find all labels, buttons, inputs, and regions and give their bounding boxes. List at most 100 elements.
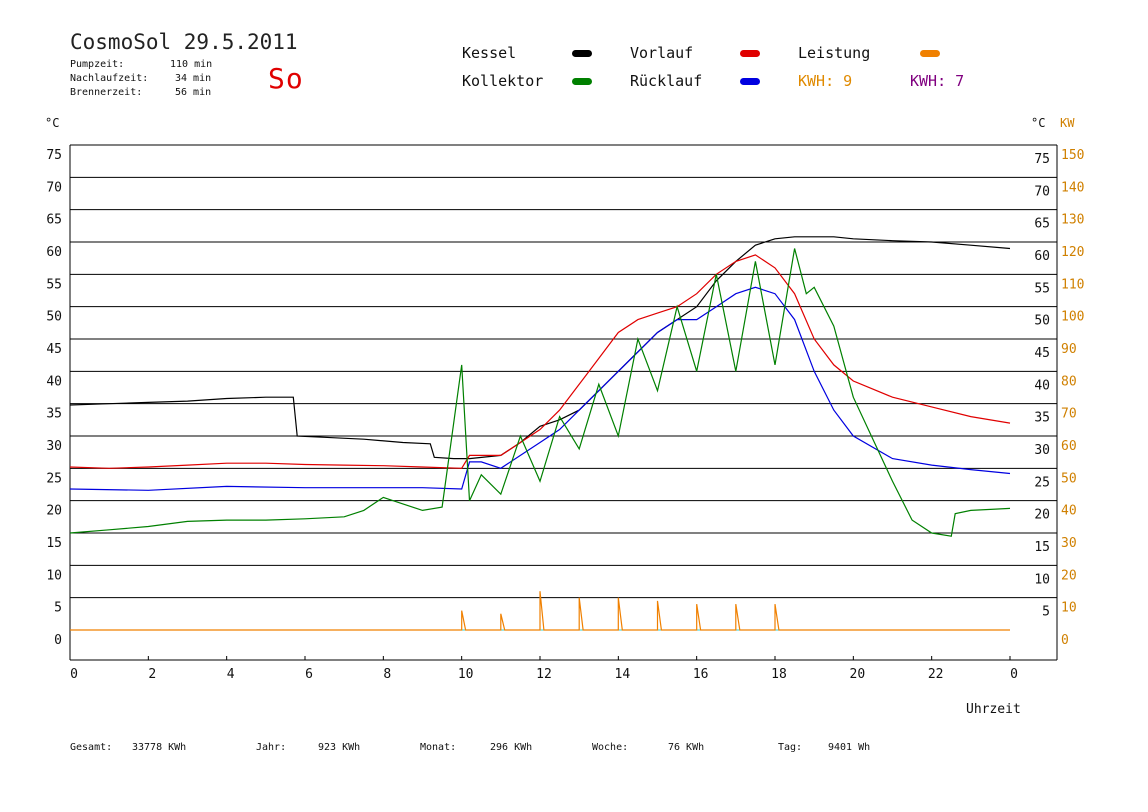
x-tick-label: 10: [458, 667, 474, 682]
legend-leistung-swatch: [920, 50, 940, 57]
y-tick-label-kw: 90: [1061, 342, 1077, 357]
y-tick-label-kw: 60: [1061, 439, 1077, 454]
footer-total-value: 33778 KWh: [132, 742, 187, 753]
legend-kessel-swatch: [572, 50, 592, 57]
x-tick-label: 18: [771, 667, 787, 682]
y-tick-label-left: 55: [46, 277, 62, 292]
y-tick-label-kw: 80: [1061, 374, 1077, 389]
kwh-purple: KWH: 7: [910, 72, 965, 90]
y-tick-label-left: 15: [46, 536, 62, 551]
pump-time-value: 110 min: [170, 59, 213, 70]
series-rücklauf: [69, 286, 1011, 491]
legend-leistung: Leistung: [798, 44, 871, 62]
legend-kollektor: Kollektor: [462, 72, 544, 90]
legend-ruecklauf: Rücklauf: [630, 72, 703, 90]
afterrun-time-label: Nachlaufzeit:: [70, 73, 149, 84]
y-tick-label-left: 75: [46, 148, 62, 163]
left-axis-unit: °C: [45, 116, 60, 130]
y-tick-label-right: 65: [1034, 217, 1050, 232]
x-tick-label: 0: [70, 667, 78, 682]
y-tick-label-kw: 50: [1061, 471, 1077, 486]
legend-kessel: Kessel: [462, 44, 517, 62]
x-tick-label: 14: [615, 667, 631, 682]
y-tick-label-left: 20: [46, 504, 62, 519]
footer-week-value: 76 KWh: [668, 742, 705, 753]
burner-time-value: 56 min: [175, 87, 212, 98]
afterrun-time-value: 34 min: [175, 73, 212, 84]
y-tick-label-left: 5: [54, 601, 62, 616]
series-kollektor: [69, 248, 1011, 537]
pump-time-label: Pumpzeit:: [70, 59, 125, 70]
y-tick-label-kw: 130: [1061, 213, 1084, 228]
legend-ruecklauf-swatch: [740, 78, 760, 85]
y-tick-label-right: 55: [1034, 281, 1050, 296]
y-tick-label-left: 35: [46, 407, 62, 422]
right-axis-unit: °C: [1031, 116, 1046, 130]
y-tick-label-left: 30: [46, 439, 62, 454]
series-leistung: [70, 591, 1010, 631]
y-tick-label-kw: 20: [1061, 568, 1077, 583]
x-tick-label: 16: [693, 667, 709, 682]
y-tick-label-right: 15: [1034, 540, 1050, 555]
footer-month-label: Monat:: [420, 742, 457, 753]
y-tick-label-left: 40: [46, 374, 62, 389]
legend-kollektor-swatch: [572, 78, 592, 85]
y-tick-label-right: 45: [1034, 346, 1050, 361]
footer-week-label: Woche:: [592, 742, 629, 753]
y-tick-label-kw: 0: [1061, 633, 1069, 648]
y-tick-label-left: 60: [46, 245, 62, 260]
x-tick-label: 22: [928, 667, 944, 682]
y-tick-label-kw: 140: [1061, 180, 1084, 195]
y-tick-label-kw: 10: [1061, 601, 1077, 616]
x-tick-label: 20: [850, 667, 866, 682]
y-tick-label-right: 20: [1034, 508, 1050, 523]
y-tick-label-kw: 40: [1061, 504, 1077, 519]
burner-time-label: Brennerzeit:: [70, 87, 143, 98]
weekday-label: So: [268, 62, 304, 95]
kwh-orange: KWH: 9: [798, 72, 853, 90]
footer-day-label: Tag:: [778, 742, 803, 753]
legend-vorlauf-swatch: [740, 50, 760, 57]
right-axis-unit-kw: KW: [1060, 116, 1075, 130]
y-tick-label-right: 75: [1034, 152, 1050, 167]
y-tick-label-right: 5: [1042, 605, 1050, 620]
y-tick-label-right: 40: [1034, 378, 1050, 393]
y-tick-label-right: 70: [1034, 184, 1050, 199]
y-tick-label-left: 65: [46, 213, 62, 228]
series-vorlauf: [69, 254, 1011, 469]
footer-month-value: 296 KWh: [490, 742, 533, 753]
y-tick-label-left: 45: [46, 342, 62, 357]
series-kessel: [69, 236, 1011, 460]
y-tick-label-left: 50: [46, 310, 62, 325]
x-tick-label: 2: [148, 667, 156, 682]
y-tick-label-right: 50: [1034, 314, 1050, 329]
y-tick-label-kw: 120: [1061, 245, 1084, 260]
y-tick-label-left: 70: [46, 180, 62, 195]
x-tick-label: 0: [1010, 667, 1018, 682]
x-tick-label: 4: [227, 667, 235, 682]
footer-total-label: Gesamt:: [70, 742, 113, 753]
footer-day-value: 9401 Wh: [828, 742, 871, 753]
y-tick-label-left: 10: [46, 568, 62, 583]
y-tick-label-kw: 110: [1061, 277, 1084, 292]
x-tick-label: 8: [383, 667, 391, 682]
y-tick-label-right: 25: [1034, 475, 1050, 490]
y-tick-label-left: 0: [54, 633, 62, 648]
y-tick-label-kw: 70: [1061, 407, 1077, 422]
y-tick-label-right: 10: [1034, 572, 1050, 587]
x-tick-label: 12: [536, 667, 552, 682]
y-tick-label-right: 60: [1034, 249, 1050, 264]
x-tick-label: 6: [305, 667, 313, 682]
y-tick-label-kw: 30: [1061, 536, 1077, 551]
x-axis-label: Uhrzeit: [966, 702, 1021, 717]
y-tick-label-kw: 150: [1061, 148, 1084, 163]
y-tick-label-right: 35: [1034, 411, 1050, 426]
y-tick-label-right: 30: [1034, 443, 1050, 458]
footer-year-label: Jahr:: [256, 742, 287, 753]
footer-year-value: 923 KWh: [318, 742, 361, 753]
y-tick-label-left: 25: [46, 471, 62, 486]
y-tick-label-kw: 100: [1061, 310, 1084, 325]
legend-vorlauf: Vorlauf: [630, 44, 694, 62]
chart-title: CosmoSol 29.5.2011: [70, 30, 298, 54]
